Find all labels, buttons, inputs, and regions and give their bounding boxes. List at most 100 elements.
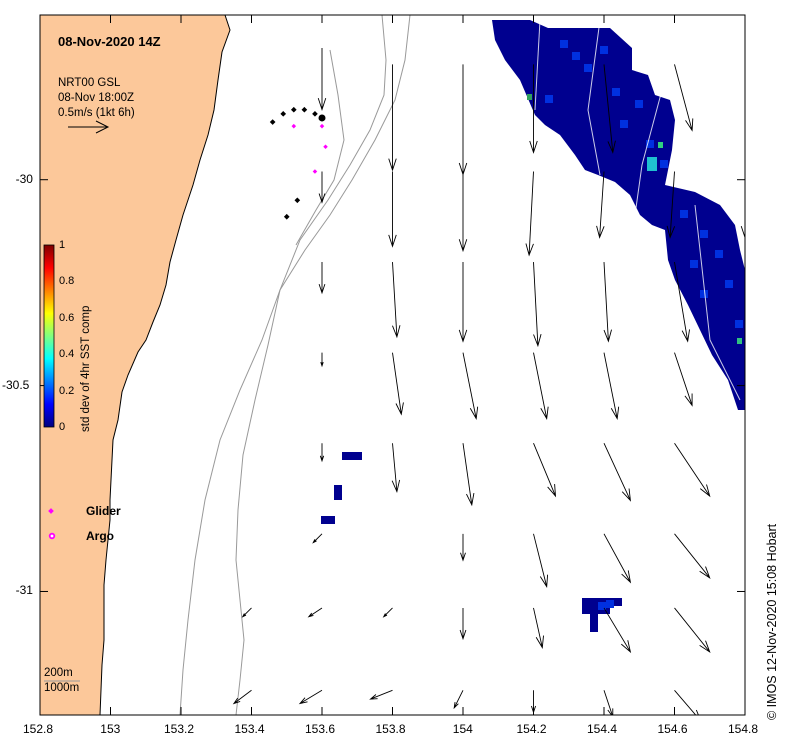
x-tick-label: 153.8	[375, 722, 406, 736]
current-vector	[744, 262, 745, 264]
current-vector	[533, 533, 549, 589]
current-vector	[529, 64, 538, 154]
current-vector	[533, 443, 557, 498]
current-vector	[460, 533, 466, 562]
legend-argo-marker	[48, 532, 56, 540]
x-tick-label: 153.2	[164, 722, 195, 736]
current-vector	[603, 443, 631, 502]
sst-cell	[735, 320, 743, 328]
sst-cell	[584, 64, 592, 72]
isobath-lines	[179, 15, 411, 715]
glider-position	[323, 144, 328, 150]
current-vector	[458, 262, 468, 343]
sst-cell	[690, 260, 698, 268]
sst-cell	[598, 602, 606, 610]
current-vector	[307, 607, 323, 618]
current-vector	[533, 262, 542, 348]
glider-track-point	[312, 110, 318, 117]
current-vector	[674, 352, 693, 407]
sst-cell	[700, 290, 708, 298]
isobath-1000m	[179, 15, 411, 715]
sst-cell-high	[647, 157, 657, 171]
current-vector	[458, 64, 468, 176]
sst-cell	[700, 230, 708, 238]
current-vector	[369, 689, 393, 700]
glider-position	[291, 123, 297, 129]
sst-cell	[612, 88, 620, 96]
glider-current-position	[318, 114, 326, 122]
current-vector	[744, 64, 745, 67]
current-vector	[603, 533, 632, 584]
current-vector	[525, 171, 534, 257]
current-vector	[462, 443, 475, 507]
credit-text: © IMOS 12-Nov-2020 15:08 Hobart	[765, 523, 779, 720]
colorbar-tick-label: 1	[59, 239, 66, 251]
glider-position	[319, 123, 325, 129]
scale-label: 0.5m/s (1kt 6h)	[58, 107, 135, 119]
sst-block	[321, 516, 335, 524]
colorbar-tick-label: 0.4	[59, 348, 75, 361]
sst-cell	[635, 100, 643, 108]
axis-ticks	[39, 15, 746, 715]
glider-track-point	[301, 106, 308, 113]
current-vector	[674, 442, 711, 498]
glider-position	[312, 169, 318, 174]
current-vector	[318, 262, 326, 295]
sst-cell	[545, 95, 553, 103]
sst-block	[342, 452, 362, 460]
current-vector	[462, 352, 479, 421]
current-vector	[312, 533, 323, 544]
colorbar-tick-label: 0.2	[59, 384, 75, 397]
x-tick-label: 153	[100, 722, 121, 736]
sst-cell	[620, 120, 628, 128]
current-vector	[603, 262, 612, 343]
product-label: NRT00 GSL	[58, 77, 121, 89]
isobath-shelf	[295, 49, 345, 246]
glider-track-point	[290, 106, 297, 113]
sst-cell	[680, 210, 688, 218]
sst-cell-high	[658, 142, 663, 148]
current-vector	[298, 689, 323, 705]
current-vector	[458, 171, 468, 253]
current-vector	[392, 352, 404, 416]
x-tick-label: 153.4	[234, 722, 265, 736]
y-tick-label: -31	[15, 583, 33, 598]
sst-cell	[646, 140, 654, 148]
current-vector	[533, 607, 544, 649]
x-tick-label: 154.2	[516, 722, 547, 736]
legend-glider-label: Glider	[86, 504, 121, 518]
current-vector	[391, 443, 401, 494]
legend-argo-label: Argo	[86, 529, 114, 543]
glider-track-point	[269, 119, 276, 125]
sst-cell	[560, 40, 568, 48]
y-tick-label: -30.5	[2, 377, 30, 392]
x-tick-label: 154.4	[587, 722, 618, 736]
current-vector	[459, 607, 467, 641]
current-vector	[674, 690, 699, 715]
land-mass	[40, 15, 231, 715]
current-vector	[603, 352, 620, 421]
current-vector	[533, 352, 549, 421]
sst-cell	[725, 280, 733, 288]
sst-cell	[715, 250, 723, 258]
current-vector	[241, 607, 252, 618]
x-tick-label: 154	[452, 722, 473, 736]
current-vector	[392, 262, 401, 339]
current-vector	[603, 607, 632, 654]
current-vector	[740, 171, 745, 239]
glider-track-point	[280, 110, 287, 117]
depth-label-1000m: 1000m	[44, 682, 80, 694]
isobath-200m	[235, 15, 387, 715]
current-vector	[674, 607, 711, 654]
x-tick-label: 154.8	[728, 722, 759, 736]
sst-cell	[660, 160, 668, 168]
stream-lines	[534, 19, 741, 401]
current-vector	[319, 443, 325, 463]
current-vector	[596, 171, 605, 239]
sst-cell-high	[527, 94, 532, 100]
sst-cell	[572, 52, 580, 60]
current-vector	[674, 64, 694, 132]
x-tick-label: 154.6	[657, 722, 688, 736]
colorbar-tick-label: 0.8	[59, 275, 75, 288]
current-vector	[453, 690, 464, 710]
